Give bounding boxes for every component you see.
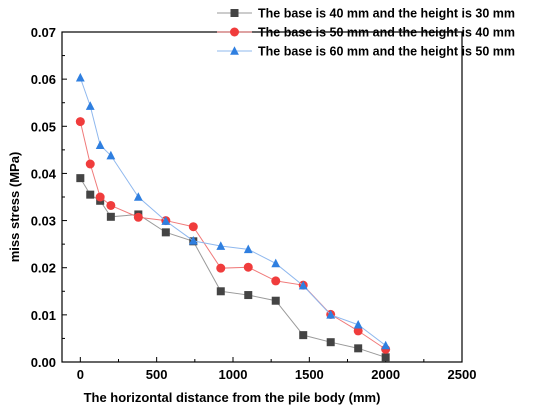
legend-label: The base is 50 mm and the height is 40 m… [258, 26, 515, 40]
y-tick-label: 0.07 [31, 25, 56, 40]
data-point [381, 340, 391, 350]
data-point [85, 159, 95, 169]
y-axis-label: miss stress (MPa) [7, 152, 22, 263]
data-point [353, 326, 363, 336]
data-point [85, 101, 95, 110]
x-tick-label: 1500 [295, 367, 324, 382]
y-tick-label: 0.01 [31, 308, 56, 323]
data-point [76, 174, 85, 183]
data-point [133, 192, 143, 201]
legend-item-2: The base is 50 mm and the height is 40 m… [217, 26, 515, 40]
x-tick-label: 2000 [371, 367, 400, 382]
x-tick-label: 2500 [448, 367, 477, 382]
x-tick-label: 1000 [219, 367, 248, 382]
data-point [188, 236, 198, 245]
x-axis-label: The horizontal distance from the pile bo… [84, 390, 381, 405]
x-tick-label: 0 [77, 367, 84, 382]
data-point [354, 344, 363, 353]
data-point [188, 222, 198, 232]
y-tick-label: 0.06 [31, 72, 56, 87]
series-2 [75, 117, 391, 354]
data-point [75, 117, 85, 127]
series-line [79, 121, 386, 350]
legend-item-1: The base is 40 mm and the height is 30 m… [217, 7, 515, 21]
data-point [95, 192, 105, 202]
plot-border [61, 31, 463, 363]
series-layer [75, 72, 391, 362]
data-point [381, 353, 390, 362]
y-tick-label: 0.00 [31, 355, 56, 370]
axes: 0 500 1000 1500 2000 2500 0.00 0.01 0.02 0.03 0.04… [31, 25, 477, 382]
data-point [161, 228, 170, 237]
data-point [353, 319, 363, 329]
data-point [95, 140, 105, 149]
data-point [106, 200, 116, 210]
y-tick-label: 0.03 [31, 214, 56, 229]
data-point [271, 296, 280, 305]
data-point [230, 46, 239, 55]
data-point [326, 310, 336, 319]
data-point [271, 276, 281, 286]
data-point [299, 331, 308, 340]
data-point [230, 9, 239, 17]
y-tick-label: 0.04 [31, 166, 57, 181]
data-point [244, 291, 253, 300]
legend-label: The base is 60 mm and the height is 50 m… [258, 45, 515, 59]
data-point [230, 27, 239, 37]
data-point [216, 263, 226, 273]
data-point [216, 241, 226, 250]
data-point [326, 338, 335, 347]
data-point [106, 212, 115, 221]
data-point [216, 287, 225, 296]
data-point [106, 150, 116, 160]
data-point [271, 258, 281, 268]
y-tick-label: 0.02 [31, 261, 56, 276]
legend: The base is 40 mm and the height is 30 m… [217, 7, 515, 59]
legend-item-3: The base is 60 mm and the height is 50 m… [217, 45, 515, 59]
data-point [75, 72, 85, 82]
data-point [243, 262, 253, 272]
data-point [298, 280, 308, 290]
series-3 [75, 72, 391, 350]
data-point [133, 212, 143, 222]
data-point [243, 244, 253, 254]
legend-label: The base is 40 mm and the height is 30 m… [258, 7, 515, 21]
x-tick-label: 500 [146, 367, 168, 382]
y-tick-label: 0.05 [31, 119, 56, 134]
data-point [86, 190, 95, 199]
plot-frame [61, 31, 463, 363]
data-point [161, 216, 171, 225]
